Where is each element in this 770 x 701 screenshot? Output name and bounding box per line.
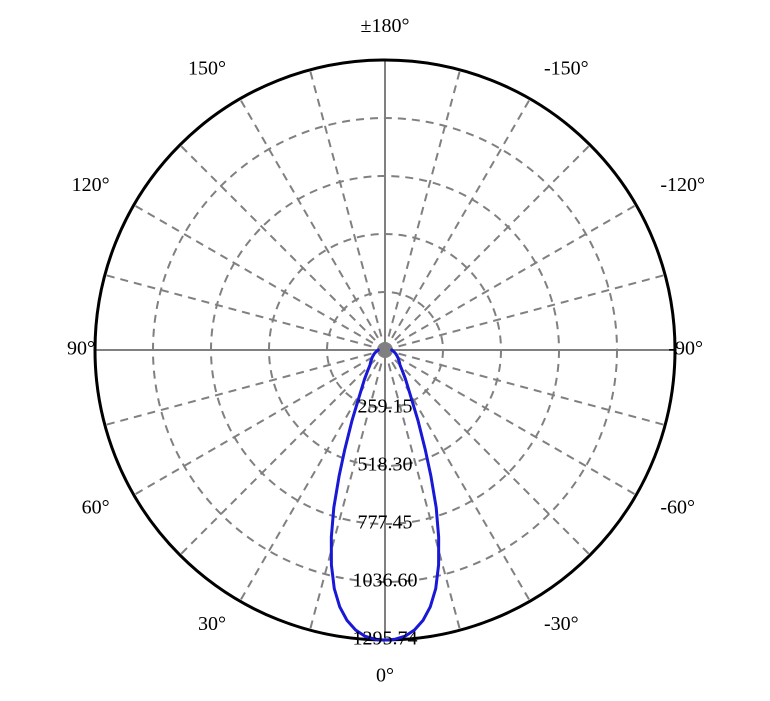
radial-label: 518.30 — [358, 454, 413, 476]
angle-label: -120° — [660, 174, 705, 196]
angle-label: 150° — [188, 58, 226, 80]
angle-label: 30° — [198, 613, 226, 635]
center-dot — [380, 345, 390, 355]
angle-label: 0° — [376, 665, 394, 687]
angle-label: 90° — [67, 338, 95, 360]
angle-label: -30° — [544, 613, 579, 635]
radial-label: 259.15 — [358, 396, 413, 418]
radial-label: 777.45 — [358, 512, 413, 534]
angle-label: -90° — [668, 338, 703, 360]
angle-label: 120° — [72, 174, 110, 196]
angle-label: -150° — [544, 58, 589, 80]
angle-label: 60° — [82, 497, 110, 519]
angle-label: -60° — [660, 497, 695, 519]
polar-chart: 259.15 518.30 777.45 1036.60 1295.74 ±180° -15… — [0, 0, 770, 701]
angle-label: ±180° — [361, 15, 410, 37]
radial-label: 1295.74 — [353, 628, 418, 650]
radial-label: 1036.60 — [353, 570, 418, 592]
